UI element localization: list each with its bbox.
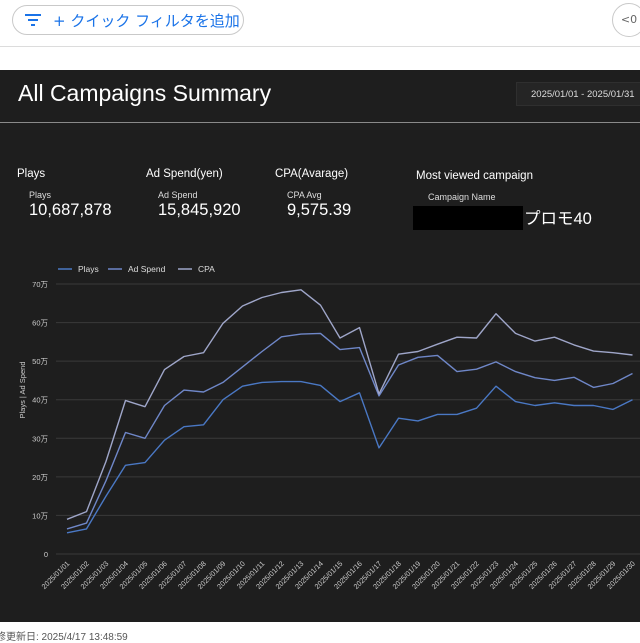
y-tick-label: 60万 <box>32 319 48 328</box>
report-canvas: All Campaigns Summary 2025/01/01 - 2025/… <box>0 70 640 622</box>
kpi-adspend-sub: Ad Spend <box>158 190 198 200</box>
header-divider <box>0 122 640 123</box>
kpi-plays-value: 10,687,878 <box>29 201 112 219</box>
redacted-block <box>413 206 523 230</box>
add-quick-filter-button[interactable]: + クイック フィルタを追加 <box>12 5 244 35</box>
filter-icon <box>25 13 41 27</box>
kpi-cpa-value: 9,575.39 <box>287 201 352 219</box>
y-axis-label: Plays | Ad Spend <box>18 362 27 419</box>
most-viewed-sub: Campaign Name <box>428 192 496 202</box>
y-tick-label: 30万 <box>32 434 48 443</box>
y-tick-label: 50万 <box>32 357 48 366</box>
kpi-adspend-label: Ad Spend(yen) <box>146 168 223 180</box>
chart-legend: Plays Ad Spend CPA <box>58 264 215 274</box>
date-range-picker[interactable]: 2025/01/01 - 2025/01/31 <box>516 82 640 106</box>
kpi-plays-label: Plays <box>17 168 46 180</box>
add-quick-filter-label: + クイック フィルタを追加 <box>53 11 240 30</box>
y-axis-ticks: 0 10万 20万 30万 40万 50万 60万 70万 <box>32 280 48 559</box>
last-updated-text: 修更新日: 2025/4/17 13:48:59 <box>0 632 128 643</box>
y-tick-label: 70万 <box>32 280 48 289</box>
report-title: All Campaigns Summary <box>18 80 272 106</box>
kpi-cpa-sub: CPA Avg <box>287 190 322 200</box>
y-tick-label: 0 <box>44 550 48 559</box>
gridlines <box>56 283 640 555</box>
kpi-plays-sub: Plays <box>29 190 52 200</box>
y-tick-label: 10万 <box>32 511 48 520</box>
legend-label-ad-spend: Ad Spend <box>128 264 166 274</box>
y-tick-label: 40万 <box>32 396 48 405</box>
legend-label-plays: Plays <box>78 264 99 274</box>
top-toolbar: + クイック フィルタを追加 <0 <box>0 0 640 47</box>
campaign-line-chart: 0 10万 20万 30万 40万 50万 60万 70万 2025/01/012025/01… <box>18 264 640 591</box>
corner-button[interactable]: <0 <box>612 3 640 37</box>
series-line-plays <box>66 380 633 534</box>
legend-label-cpa: CPA <box>198 264 215 274</box>
kpi-cpa-label: CPA(Avarage) <box>275 168 349 180</box>
kpi-adspend-value: 15,845,920 <box>158 201 241 219</box>
most-viewed-label: Most viewed campaign <box>416 170 533 182</box>
series-line-ad-spend <box>66 332 633 530</box>
most-viewed-value: プロモ40 <box>524 210 592 228</box>
x-axis-ticks: 2025/01/012025/01/022025/01/032025/01/04… <box>40 559 637 591</box>
y-tick-label: 20万 <box>32 473 48 482</box>
series-line-cpa <box>66 289 633 520</box>
series-lines <box>66 289 633 534</box>
